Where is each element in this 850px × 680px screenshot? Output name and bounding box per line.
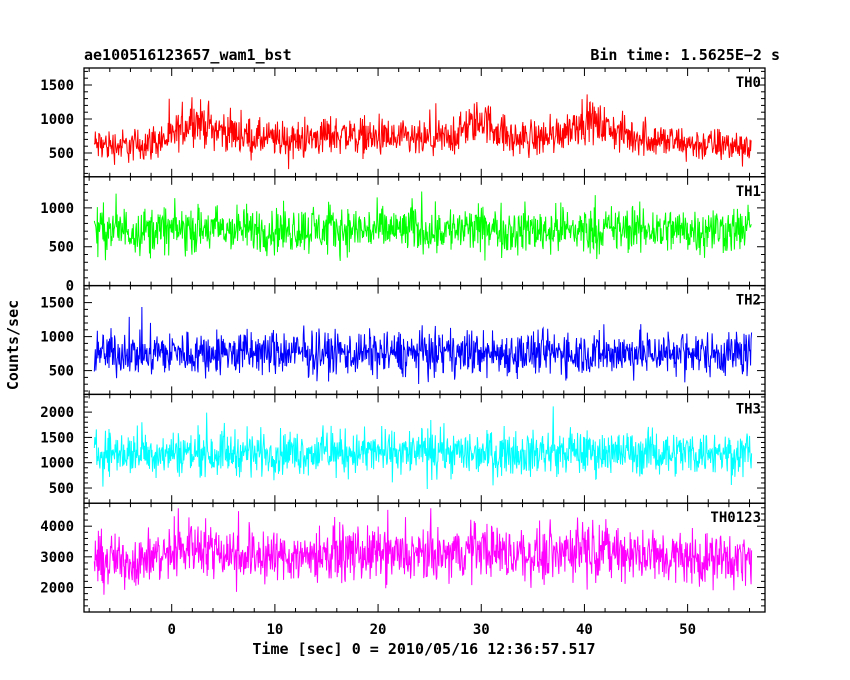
y-tick-label: 500 bbox=[49, 364, 74, 380]
y-tick-label: 500 bbox=[49, 240, 74, 256]
panel-th0123: 2000 3000 4000 TH0123 bbox=[40, 502, 766, 613]
y-axis-label: Counts/sec bbox=[4, 300, 22, 390]
y-tick-label: 3000 bbox=[40, 550, 74, 566]
series-line-th1 bbox=[93, 191, 752, 261]
bin-time-label: Bin time: 1.5625E−2 s bbox=[590, 46, 780, 64]
panel-label-th0: TH0 bbox=[736, 75, 761, 91]
y-tick-label: 0 bbox=[66, 279, 74, 295]
x-tick-label: 0 bbox=[167, 622, 175, 638]
panel-th2: 500 1000 1500 TH2 bbox=[40, 284, 766, 396]
y-tick-label: 2000 bbox=[40, 580, 74, 596]
x-tick-label: 10 bbox=[266, 622, 283, 638]
y-tick-label: 1500 bbox=[40, 78, 74, 94]
y-tick-label: 4000 bbox=[40, 519, 74, 535]
panel-label-th3: TH3 bbox=[736, 401, 761, 417]
y-tick-label: 1000 bbox=[40, 201, 74, 217]
x-tick-label: 40 bbox=[576, 622, 593, 638]
panel-frame bbox=[83, 502, 766, 613]
series-line-th3 bbox=[93, 406, 753, 490]
y-tick-label: 500 bbox=[49, 481, 74, 497]
panel-label-th1: TH1 bbox=[736, 184, 761, 200]
y-tick-label: 1500 bbox=[40, 296, 74, 312]
x-tick-label: 30 bbox=[473, 622, 490, 638]
y-tick-label: 1000 bbox=[40, 456, 74, 472]
chart-title: ae100516123657_wam1_bst bbox=[84, 46, 292, 64]
series-line-th0 bbox=[93, 94, 752, 170]
series-line-th0123 bbox=[93, 508, 753, 595]
y-tick-label: 500 bbox=[49, 146, 74, 162]
x-tick-label: 50 bbox=[679, 622, 696, 638]
panel-th1: 0 500 1000 TH1 bbox=[40, 176, 766, 295]
x-tick-label: 20 bbox=[370, 622, 387, 638]
panel-th0: 500 1000 1500 TH0 bbox=[40, 67, 766, 178]
series-line-th2 bbox=[93, 307, 753, 384]
panel-label-th0123: TH0123 bbox=[710, 510, 761, 526]
panel-th3: 500 1000 1500 2000 TH3 bbox=[40, 393, 766, 504]
y-tick-label: 1500 bbox=[40, 430, 74, 446]
y-tick-label: 1000 bbox=[40, 112, 74, 128]
y-tick-label: 1000 bbox=[40, 330, 74, 346]
panel-label-th2: TH2 bbox=[736, 293, 761, 309]
x-axis-label: Time [sec] 0 = 2010/05/16 12:36:57.517 bbox=[252, 640, 595, 658]
y-tick-label: 2000 bbox=[40, 405, 74, 421]
